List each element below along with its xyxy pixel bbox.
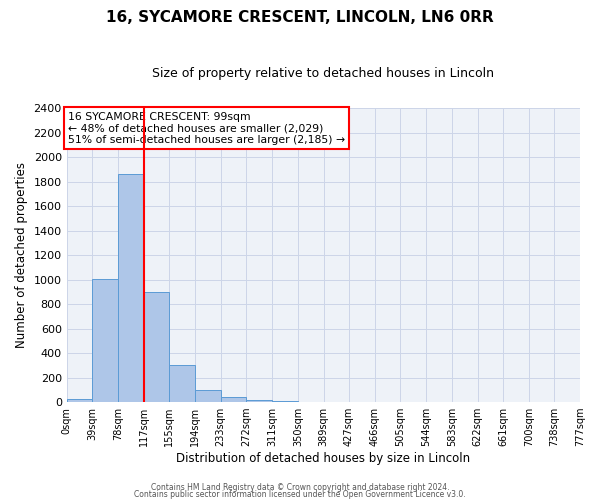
Text: Contains public sector information licensed under the Open Government Licence v3: Contains public sector information licen… [134, 490, 466, 499]
Text: 16 SYCAMORE CRESCENT: 99sqm
← 48% of detached houses are smaller (2,029)
51% of : 16 SYCAMORE CRESCENT: 99sqm ← 48% of det… [68, 112, 345, 145]
Bar [169, 366, 195, 402]
Bar [144, 292, 169, 402]
Bar [92, 279, 118, 402]
Bar [195, 390, 221, 402]
Text: 16, SYCAMORE CRESCENT, LINCOLN, LN6 0RR: 16, SYCAMORE CRESCENT, LINCOLN, LN6 0RR [106, 10, 494, 25]
Bar [221, 397, 247, 402]
Text: Contains HM Land Registry data © Crown copyright and database right 2024.: Contains HM Land Registry data © Crown c… [151, 484, 449, 492]
X-axis label: Distribution of detached houses by size in Lincoln: Distribution of detached houses by size … [176, 452, 470, 465]
Title: Size of property relative to detached houses in Lincoln: Size of property relative to detached ho… [152, 68, 494, 80]
Bar [272, 401, 298, 402]
Bar [67, 399, 92, 402]
Bar [118, 174, 144, 402]
Bar [247, 400, 272, 402]
Y-axis label: Number of detached properties: Number of detached properties [15, 162, 28, 348]
